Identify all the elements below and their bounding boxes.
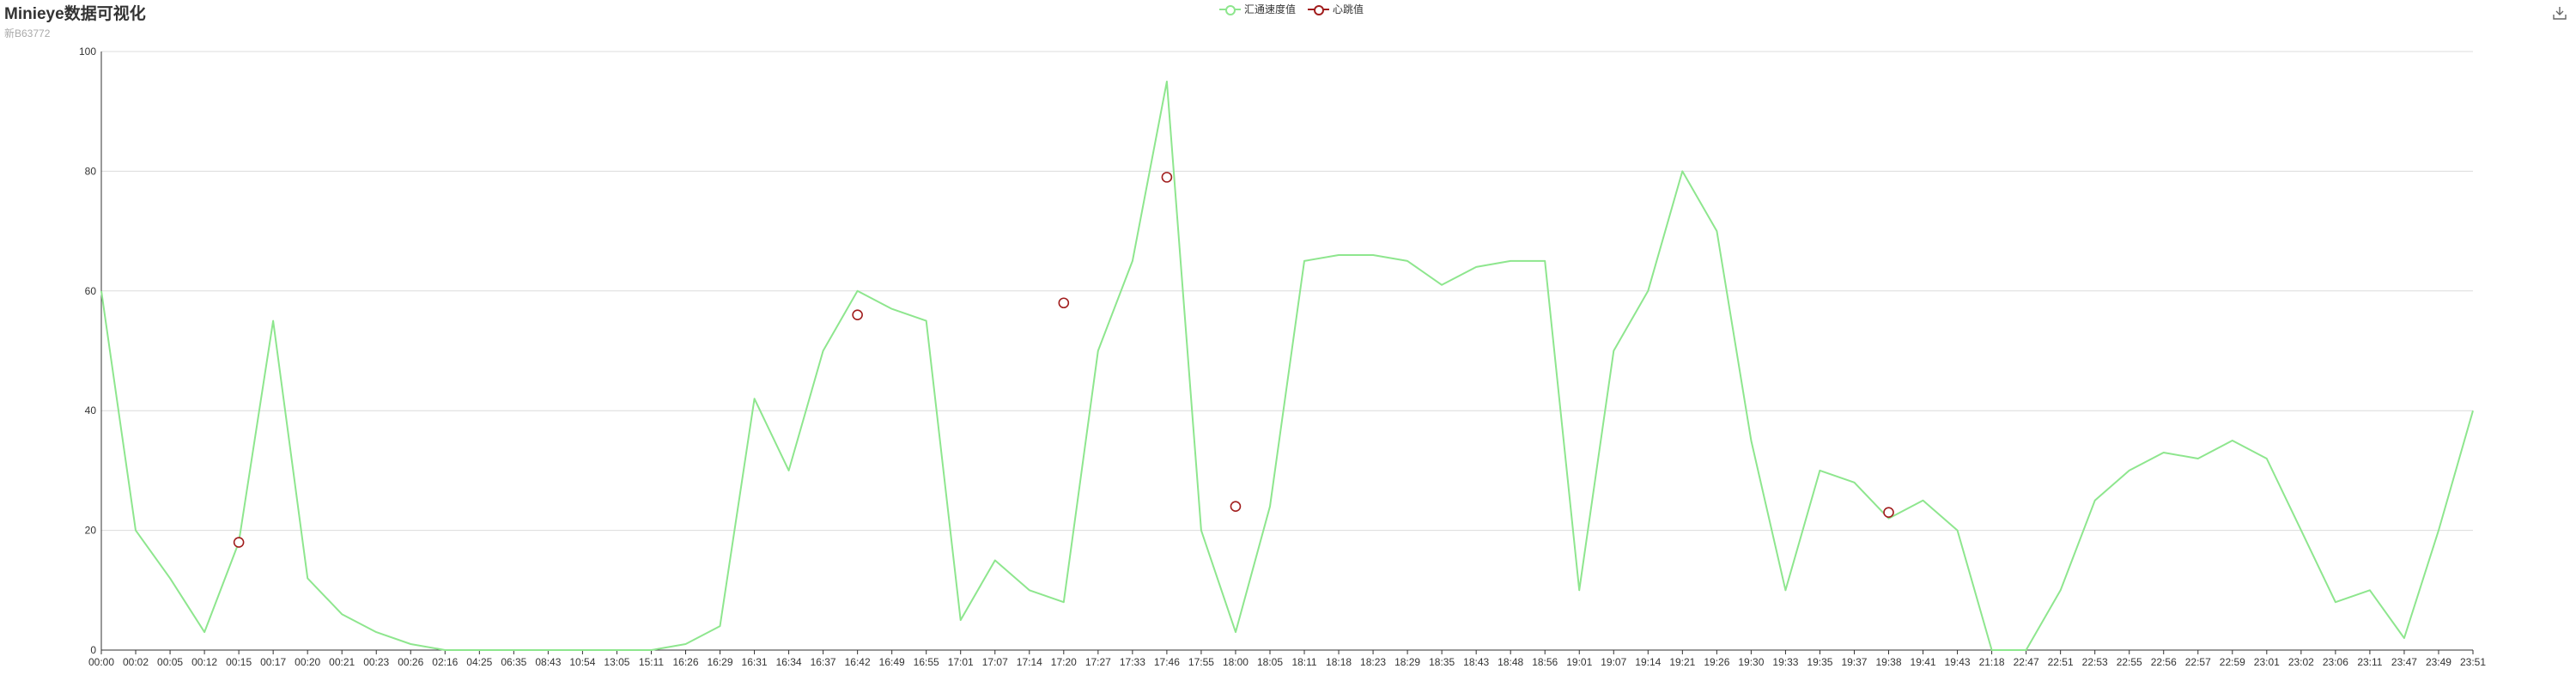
x-tick-label: 18:43 <box>1463 656 1489 668</box>
x-tick-label: 23:11 <box>2357 656 2382 668</box>
x-tick-label: 22:57 <box>2185 656 2211 668</box>
heart-point[interactable] <box>852 309 863 320</box>
legend-item-speed[interactable]: 汇通速度值 <box>1219 2 1296 16</box>
download-icon[interactable] <box>2552 5 2567 21</box>
x-tick-label: 19:43 <box>1945 656 1971 668</box>
x-tick-label: 22:51 <box>2048 656 2074 668</box>
x-tick-label: 00:00 <box>88 656 114 668</box>
x-tick-label: 16:26 <box>672 656 698 668</box>
page-subtitle: 新B63772 <box>4 27 51 40</box>
x-tick-label: 19:01 <box>1566 656 1592 668</box>
x-tick-label: 19:33 <box>1772 656 1798 668</box>
x-tick-label: 19:37 <box>1841 656 1867 668</box>
heart-point[interactable] <box>1883 507 1894 518</box>
y-axis: 0 20 40 60 80 100 <box>79 46 102 656</box>
x-tick-label: 19:35 <box>1807 656 1832 668</box>
x-tick-label: 19:14 <box>1635 656 1661 668</box>
x-axis: 00:00 00:02 00:05 00:12 00:15 00:17 00:20 00:21… <box>88 649 2486 668</box>
x-tick-label: 19:26 <box>1704 656 1729 668</box>
page-title: Minieye数据可视化 <box>4 5 146 23</box>
heart-point[interactable] <box>1058 297 1070 309</box>
x-tick-label: 00:02 <box>123 656 149 668</box>
x-tick-label: 17:27 <box>1085 656 1111 668</box>
x-tick-label: 17:14 <box>1017 656 1042 668</box>
heart-point[interactable] <box>1230 501 1242 513</box>
legend-speed-label: 汇通速度值 <box>1244 3 1297 15</box>
heart-point[interactable] <box>233 537 245 548</box>
x-tick-label: 18:05 <box>1257 656 1283 668</box>
x-tick-label: 02:16 <box>432 656 458 668</box>
x-tick-label: 23:49 <box>2426 656 2451 668</box>
x-tick-label: 19:07 <box>1601 656 1626 668</box>
x-tick-label: 18:00 <box>1223 656 1249 668</box>
x-tick-label: 22:53 <box>2082 656 2108 668</box>
x-tick-label: 19:21 <box>1669 656 1695 668</box>
x-tick-label: 17:20 <box>1051 656 1077 668</box>
legend-heart-icon <box>1308 3 1330 15</box>
series-layer <box>100 80 2474 651</box>
series-line-speed <box>100 80 2474 651</box>
y-tick-label: 40 <box>85 404 97 416</box>
x-tick-label: 23:06 <box>2323 656 2348 668</box>
y-tick-label: 20 <box>85 525 97 537</box>
x-tick-label: 00:12 <box>191 656 217 668</box>
x-tick-label: 17:01 <box>948 656 974 668</box>
x-tick-label: 16:31 <box>742 656 768 668</box>
x-tick-label: 16:42 <box>845 656 871 668</box>
x-tick-label: 00:17 <box>260 656 286 668</box>
x-tick-label: 23:01 <box>2254 656 2280 668</box>
x-tick-label: 17:07 <box>982 656 1008 668</box>
x-tick-label: 23:02 <box>2288 656 2314 668</box>
x-tick-label: 23:47 <box>2391 656 2417 668</box>
x-tick-label: 22:59 <box>2220 656 2245 668</box>
legend-heart-label: 心跳值 <box>1333 3 1364 15</box>
x-tick-label: 16:49 <box>879 656 905 668</box>
x-tick-label: 16:34 <box>776 656 802 668</box>
legend: 汇通速度值 心跳值 <box>1219 2 1364 16</box>
x-tick-label: 17:33 <box>1120 656 1145 668</box>
x-tick-label: 17:46 <box>1154 656 1180 668</box>
x-tick-label: 00:23 <box>363 656 389 668</box>
x-tick-label: 19:41 <box>1911 656 1936 668</box>
heart-point[interactable] <box>1161 172 1173 183</box>
x-tick-label: 08:43 <box>535 656 561 668</box>
x-tick-label: 15:11 <box>639 656 664 668</box>
x-tick-label: 18:29 <box>1394 656 1420 668</box>
x-tick-label: 18:48 <box>1498 656 1523 668</box>
y-tick-label: 80 <box>85 165 97 177</box>
x-tick-label: 23:51 <box>2460 656 2486 668</box>
x-tick-label: 22:55 <box>2117 656 2142 668</box>
x-tick-label: 00:15 <box>226 656 252 668</box>
x-tick-label: 19:38 <box>1875 656 1901 668</box>
x-tick-label: 04:25 <box>466 656 492 668</box>
x-tick-label: 19:30 <box>1738 656 1764 668</box>
x-tick-label: 22:56 <box>2151 656 2177 668</box>
y-tick-label: 0 <box>90 644 96 656</box>
y-tick-label: 100 <box>79 46 96 58</box>
x-tick-label: 10:54 <box>569 656 595 668</box>
x-tick-label: 00:05 <box>157 656 183 668</box>
x-tick-label: 13:05 <box>604 656 629 668</box>
x-tick-label: 16:29 <box>708 656 733 668</box>
y-tick-label: 60 <box>85 285 97 297</box>
x-tick-label: 18:18 <box>1326 656 1352 668</box>
grid-lines <box>101 51 2473 532</box>
x-tick-label: 18:23 <box>1360 656 1386 668</box>
x-tick-label: 21:18 <box>1979 656 2005 668</box>
x-tick-label: 00:26 <box>398 656 423 668</box>
x-tick-label: 00:21 <box>329 656 355 668</box>
x-tick-label: 22:47 <box>2014 656 2039 668</box>
x-tick-label: 18:11 <box>1291 656 1316 668</box>
x-tick-label: 18:35 <box>1429 656 1455 668</box>
x-tick-label: 06:35 <box>501 656 526 668</box>
x-tick-label: 16:55 <box>914 656 939 668</box>
legend-item-heart[interactable]: 心跳值 <box>1308 2 1364 16</box>
x-tick-label: 00:20 <box>295 656 320 668</box>
x-tick-label: 16:37 <box>811 656 836 668</box>
x-tick-label: 17:55 <box>1188 656 1214 668</box>
legend-speed-icon <box>1219 3 1241 15</box>
x-tick-label: 18:56 <box>1532 656 1558 668</box>
